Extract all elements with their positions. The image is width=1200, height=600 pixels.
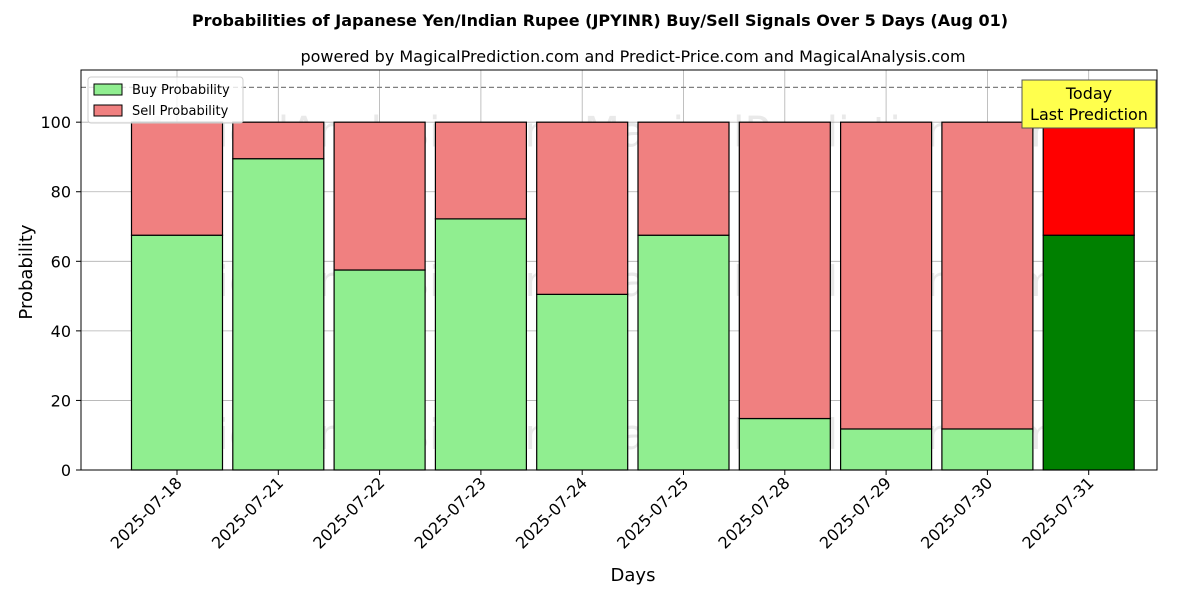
legend: Buy Probability Sell Probability: [87, 76, 244, 124]
buy-bar: [130, 234, 224, 471]
plot-frame: [80, 69, 1158, 471]
x-tick-label: 2025-07-25: [613, 473, 692, 552]
sell-bar: [941, 121, 1034, 430]
annotation-line-1: Today: [1065, 84, 1112, 103]
sell-bar: [637, 121, 730, 236]
sell-bar: [434, 121, 527, 220]
x-tick-label: 2025-07-31: [1018, 473, 1097, 552]
x-tick-label: 2025-07-28: [714, 473, 793, 552]
buy-bar: [536, 293, 629, 471]
sell-bar: [130, 121, 224, 236]
x-axis-label: Days: [611, 565, 656, 586]
sell-bar: [232, 121, 325, 160]
x-tick-label: 2025-07-24: [512, 473, 591, 552]
buy-bar: [839, 428, 933, 471]
x-tick-label: 2025-07-21: [208, 473, 287, 552]
sell-bar: [738, 121, 831, 420]
legend-label: Buy Probability: [132, 83, 230, 98]
y-tick-label: 100: [40, 113, 71, 132]
bars-layer: [81, 86, 1157, 471]
buy-bar: [637, 234, 730, 471]
legend-label: Sell Probability: [132, 104, 229, 119]
legend-box: [87, 76, 244, 124]
x-tick-label: 2025-07-29: [816, 473, 895, 552]
annotation-line-2: Last Prediction: [1030, 105, 1148, 124]
y-tick-label: 40: [51, 322, 71, 341]
sell-bar: [536, 121, 629, 295]
x-tick-label: 2025-07-30: [917, 473, 996, 552]
y-axis-label: Probability: [16, 224, 37, 319]
annotation-box: [1021, 79, 1157, 129]
y-tick-label: 80: [51, 183, 71, 202]
x-tick-label: 2025-07-22: [309, 473, 388, 552]
x-tick-label: 2025-07-18: [107, 473, 186, 552]
chart-subtitle: powered by MagicalPrediction.com and Pre…: [300, 47, 965, 66]
sell-bar: [333, 121, 426, 271]
buy-bar: [434, 218, 527, 471]
y-tick-label: 60: [51, 252, 71, 271]
today-annotation: Today Last Prediction: [1021, 79, 1157, 129]
x-tick-label: 2025-07-23: [411, 473, 490, 552]
legend-swatch: [93, 83, 123, 96]
buy-bar: [333, 269, 426, 471]
y-tick-label: 0: [61, 461, 71, 480]
y-tick-label: 20: [51, 391, 71, 410]
chart-title: Probabilities of Japanese Yen/Indian Rup…: [192, 11, 1008, 30]
sell-bar: [839, 121, 933, 430]
legend-swatch: [93, 104, 123, 117]
buy-bar: [941, 428, 1034, 471]
buy-bar: [738, 417, 831, 471]
buy-bar: [1042, 234, 1135, 471]
buy-bar: [232, 158, 325, 471]
sell-bar: [1042, 121, 1135, 236]
